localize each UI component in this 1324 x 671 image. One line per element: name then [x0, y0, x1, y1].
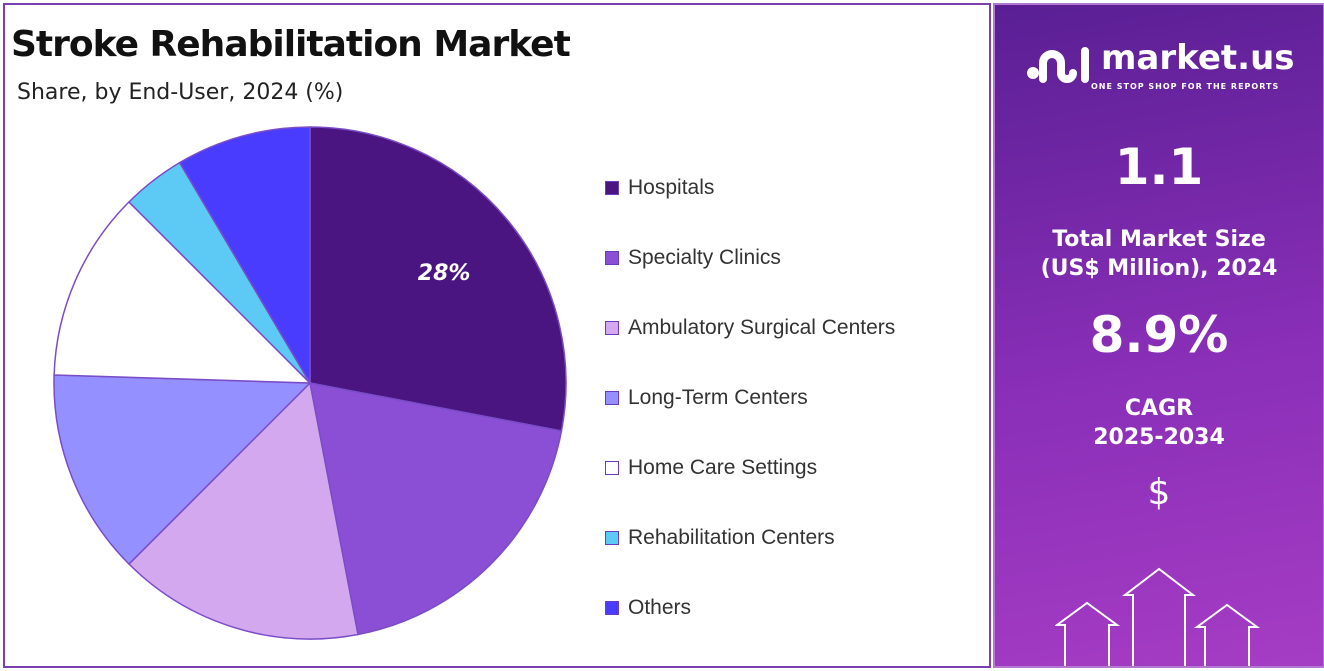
- pie-slice-others: [178, 126, 311, 386]
- legend: Hospitals Specialty Clinics Ambulatory Sur…: [605, 153, 985, 643]
- legend-label: Rehabilitation Centers: [628, 526, 835, 549]
- legend-swatch: [605, 391, 619, 405]
- legend-swatch: [605, 251, 619, 265]
- cagr-value: 8.9%: [1089, 306, 1229, 364]
- legend-item: Rehabilitation Centers: [605, 503, 985, 573]
- brand-tagline: ONE STOP SHOP FOR THE REPORTS: [1091, 82, 1280, 91]
- market-size-label-2: (US$ Million), 2024: [1040, 256, 1278, 281]
- legend-swatch: [605, 461, 619, 475]
- chart-panel: Stroke Rehabilitation Market Share, by E…: [3, 3, 991, 668]
- cagr-label-1: CAGR: [1124, 396, 1194, 421]
- chart-title: Stroke Rehabilitation Market: [11, 24, 571, 65]
- logo-icon: [1027, 46, 1089, 83]
- brand-name: market.us: [1101, 38, 1295, 78]
- legend-swatch: [605, 531, 619, 545]
- legend-label: Hospitals: [628, 176, 715, 199]
- legend-label: Ambulatory Surgical Centers: [628, 316, 896, 339]
- pie-slice-home-care-settings: [53, 200, 312, 384]
- legend-label: Others: [628, 596, 692, 619]
- market-us-logo: market.us ONE STOP SHOP FOR THE REPORTS: [1025, 37, 1295, 92]
- legend-label: Long-Term Centers: [628, 386, 808, 409]
- dollar-icon: $: [1147, 472, 1171, 513]
- pie-chart: 28%: [53, 126, 567, 640]
- legend-swatch: [605, 181, 619, 195]
- legend-item: Hospitals: [605, 153, 985, 223]
- chart-subtitle: Share, by End-User, 2024 (%): [17, 80, 344, 105]
- legend-item: Home Care Settings: [605, 433, 985, 503]
- legend-swatch: [605, 321, 619, 335]
- pie-slice-ambulatory-surgical-centers: [127, 381, 359, 640]
- cagr-label-2: 2025-2034: [1093, 425, 1225, 450]
- legend-item: Ambulatory Surgical Centers: [605, 293, 985, 363]
- pie-slice-hospitals: [309, 126, 567, 432]
- growth-arrows-icon: [1055, 567, 1261, 666]
- market-size-value: 1.1: [1114, 138, 1204, 196]
- pie-slice-long-term-centers: [53, 374, 312, 566]
- data-label-hospitals: 28%: [418, 261, 471, 286]
- market-size-label-1: Total Market Size: [1052, 227, 1266, 252]
- legend-item: Others: [605, 573, 985, 643]
- legend-item: Long-Term Centers: [605, 363, 985, 433]
- legend-swatch: [605, 601, 619, 615]
- legend-item: Specialty Clinics: [605, 223, 985, 293]
- legend-label: Home Care Settings: [628, 456, 818, 479]
- pie-slice-specialty-clinics: [309, 382, 563, 636]
- summary-panel: market.us ONE STOP SHOP FOR THE REPORTS 1…: [993, 3, 1324, 668]
- legend-label: Specialty Clinics: [628, 246, 781, 269]
